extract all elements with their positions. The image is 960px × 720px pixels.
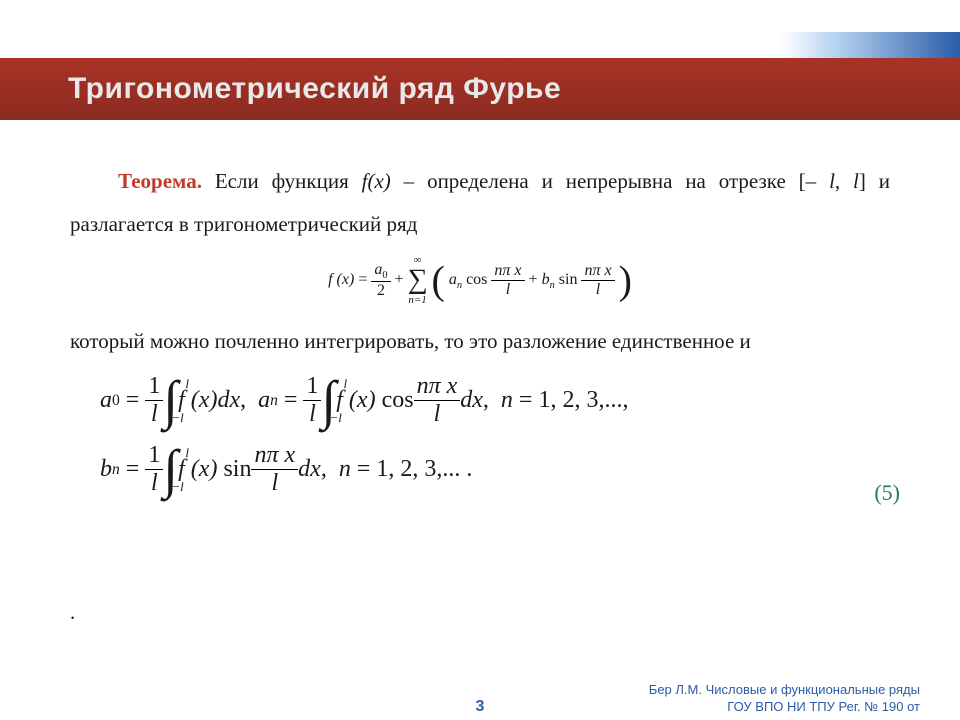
theorem-paragraph-1: Теорема. Если функция f(x) – определена … — [70, 160, 890, 246]
bn-formula: bn = 1l l∫−l f (x) sin nπ xl dx, n = 1, … — [100, 442, 890, 497]
title-bar: Тригонометрический ряд Фурье — [0, 58, 960, 120]
logo-strip — [780, 32, 960, 60]
theorem-label: Теорема. — [118, 169, 202, 193]
equation-label: (5) — [874, 480, 900, 506]
coefficient-formulas: (5) a0 = 1l l∫−l f (x)dx, an = 1l l∫−l f… — [100, 373, 890, 497]
page-number: 3 — [476, 698, 485, 716]
fx: f(x) — [362, 169, 391, 193]
series-formula: f (x) = a02 + ∞∑n=1 ( an cos nπ xl + bn … — [70, 254, 890, 306]
slide-title: Тригонометрический ряд Фурье — [0, 72, 561, 106]
a0-an-formula: a0 = 1l l∫−l f (x)dx, an = 1l l∫−l f (x)… — [100, 373, 890, 428]
stray-dot: . — [70, 600, 75, 625]
footer: 3 Бер Л.М. Числовые и функциональные ряд… — [0, 682, 960, 716]
footer-attribution: Бер Л.М. Числовые и функциональные ряды … — [649, 682, 920, 716]
theorem-paragraph-2: который можно почленно интегрировать, то… — [70, 320, 890, 363]
content-area: Теорема. Если функция f(x) – определена … — [70, 160, 890, 511]
